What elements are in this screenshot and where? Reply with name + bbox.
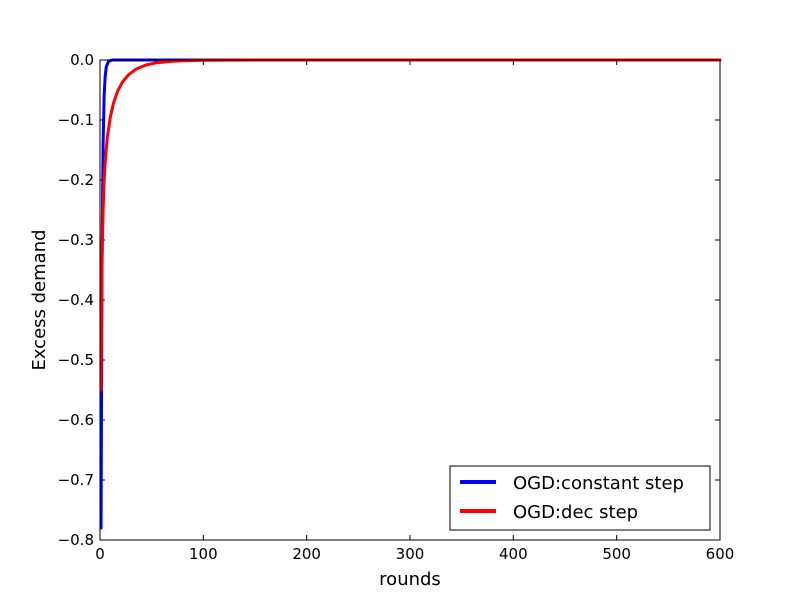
y-tick-label: −0.5	[58, 351, 94, 369]
x-tick-label: 600	[706, 545, 735, 563]
y-tick-label: −0.1	[58, 111, 94, 129]
y-tick-label: −0.4	[58, 291, 94, 309]
y-tick-label: −0.7	[58, 471, 94, 489]
legend: OGD:constant step OGD:dec step	[449, 465, 711, 531]
legend-label-dec-step: OGD:dec step	[513, 502, 638, 523]
x-axis-label: rounds	[379, 569, 441, 590]
x-tick-label: 100	[189, 545, 218, 563]
x-tick-label: 200	[292, 545, 321, 563]
legend-box	[449, 465, 711, 531]
y-tick-label: −0.3	[58, 231, 94, 249]
x-tick-label: 400	[499, 545, 528, 563]
y-tick-label: −0.6	[58, 411, 94, 429]
plot-frame	[99, 59, 721, 541]
x-tick-label: 0	[95, 545, 105, 563]
plot-area	[100, 60, 720, 540]
y-tick-label: −0.2	[58, 171, 94, 189]
x-tick-label: 500	[602, 545, 631, 563]
x-tick-label: 300	[396, 545, 425, 563]
y-tick-label: 0.0	[70, 51, 94, 69]
y-tick-label: −0.8	[58, 531, 94, 549]
legend-label-constant-step: OGD:constant step	[513, 473, 684, 494]
y-axis-label: Excess demand	[29, 229, 50, 370]
ticks-layer: 0 100 200 300 400 500 600 0.0 −0.1 −0.2 −0.3 −0.4 −0…	[58, 51, 735, 563]
